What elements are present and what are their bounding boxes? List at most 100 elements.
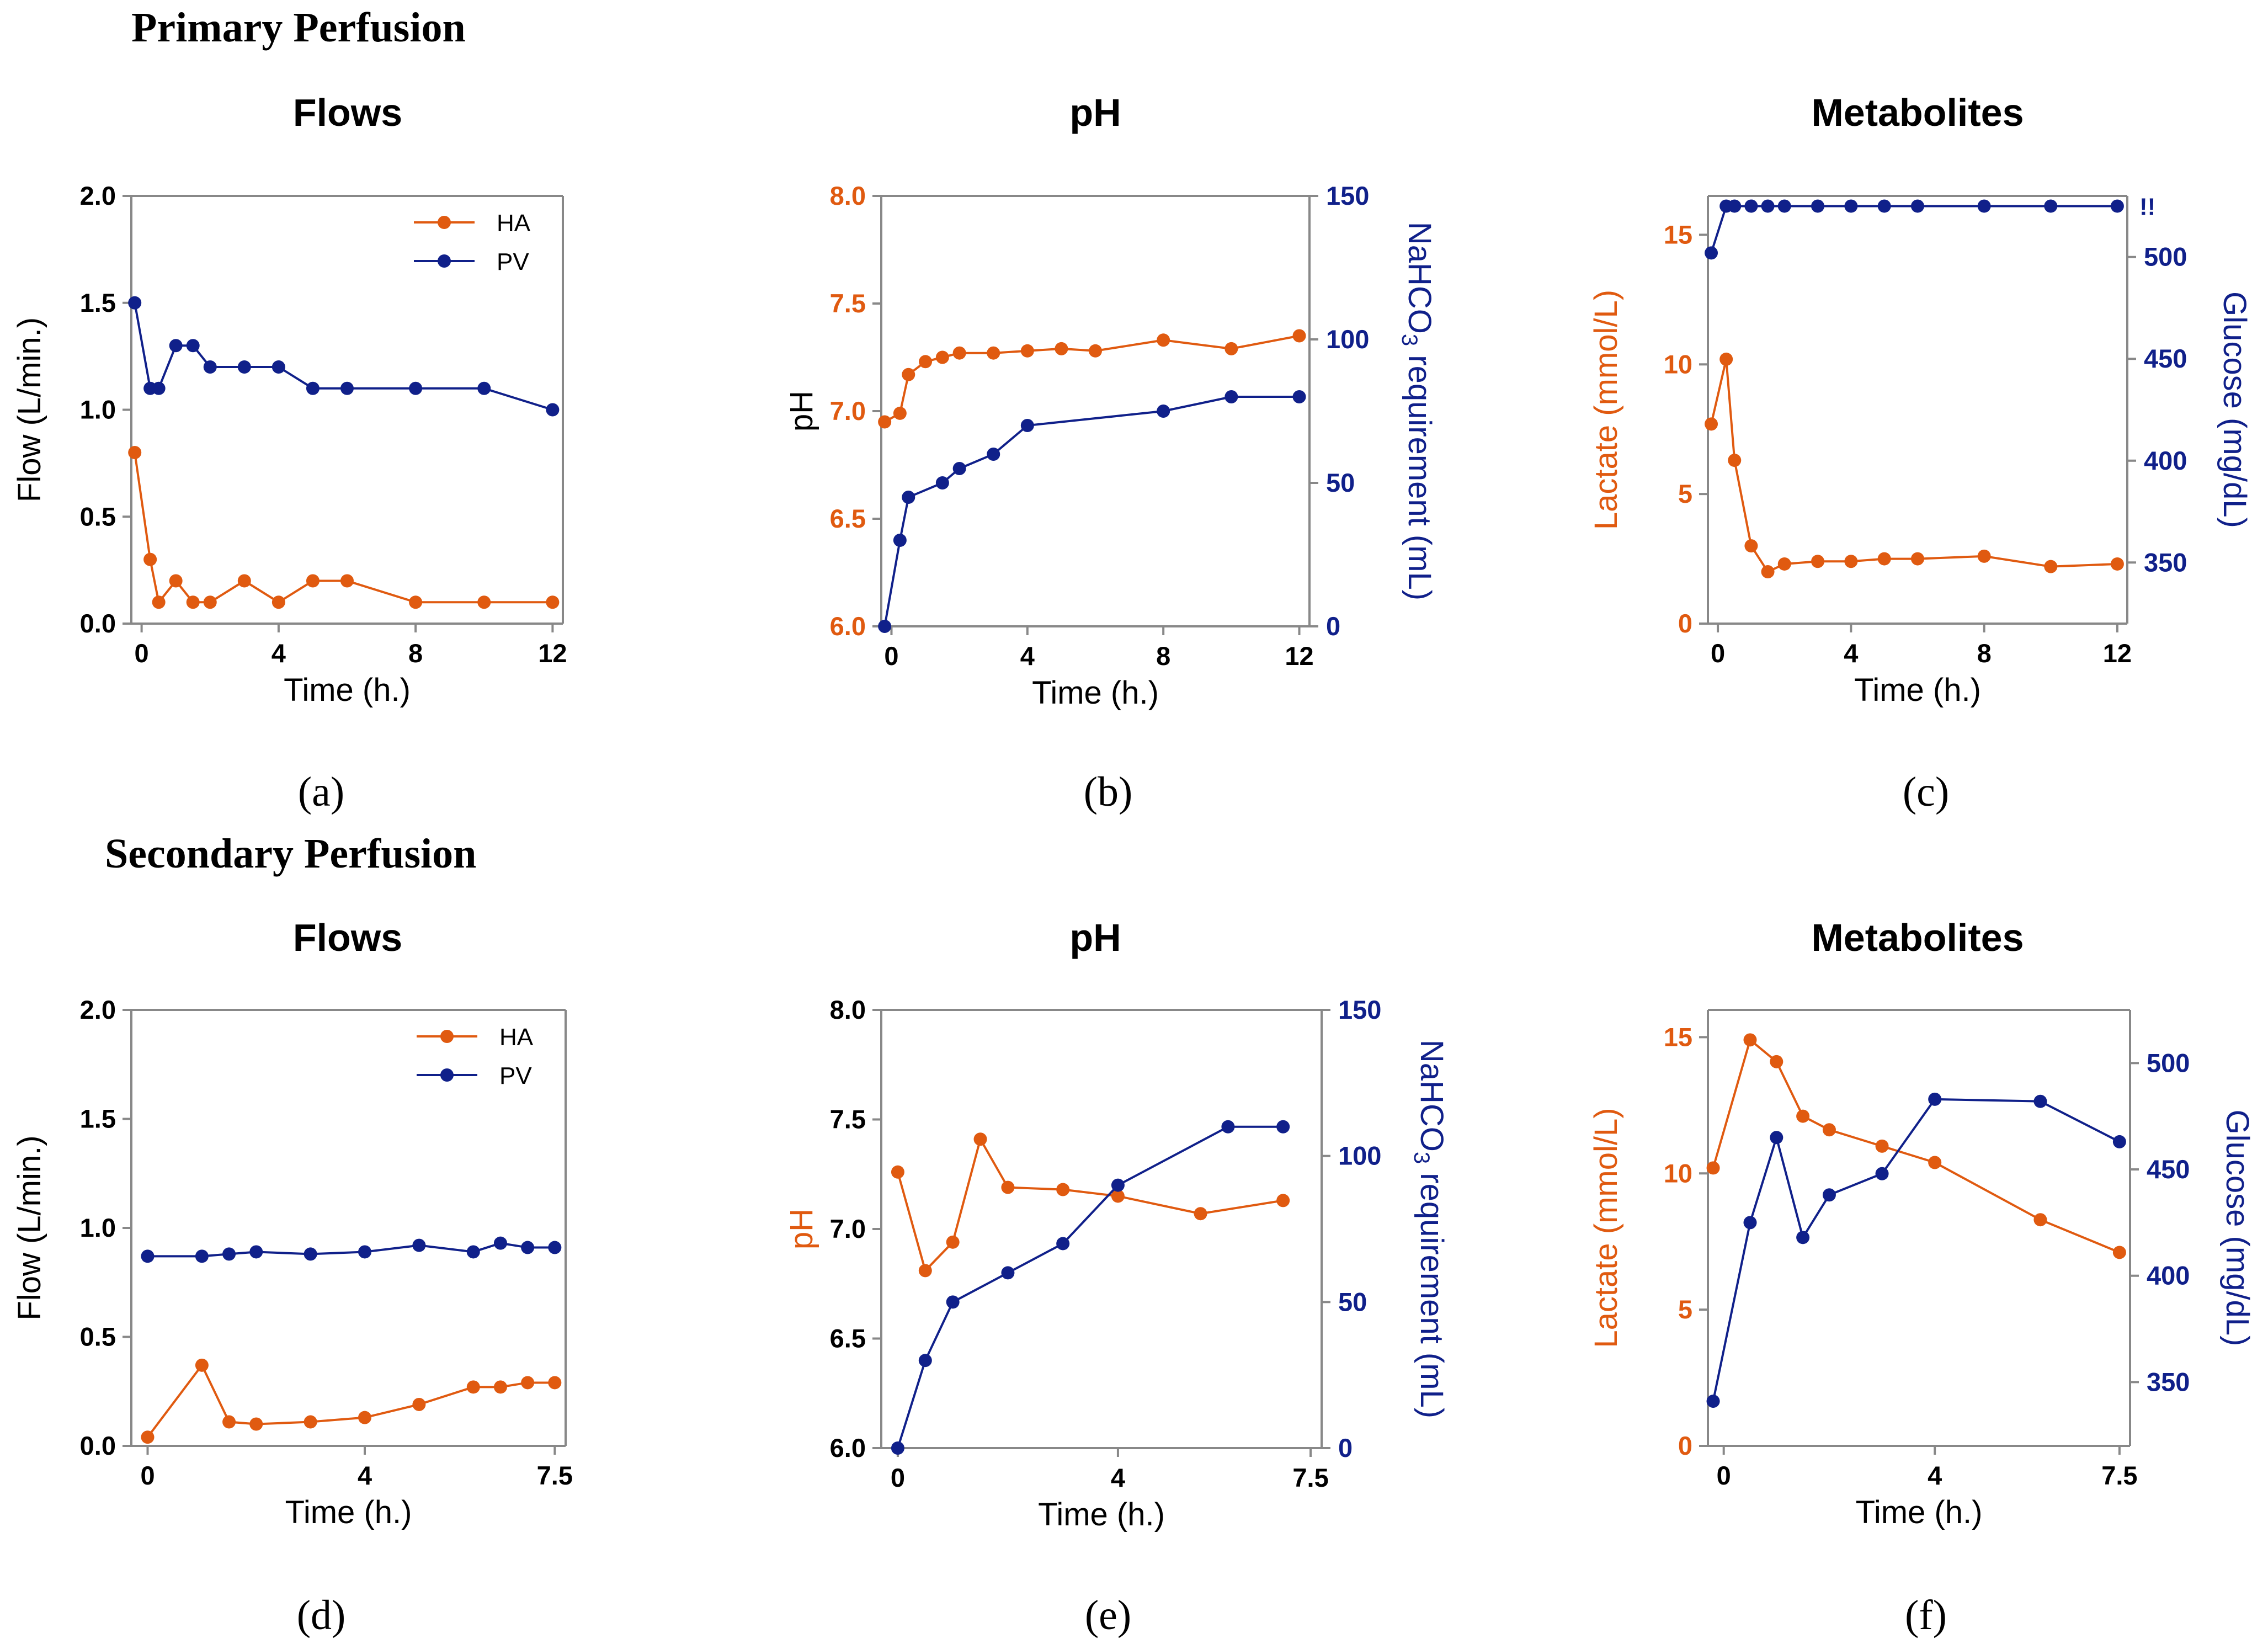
data-point-pv (186, 339, 200, 353)
data-point-ph (1111, 1189, 1125, 1203)
x-tick-label: 8 (408, 639, 423, 668)
panel-f: Metabolites (f) 0 4 7.5 0 5 10 15 350 400 450 500 Tim… (1588, 916, 2255, 1638)
data-point-glucose (1875, 1167, 1889, 1180)
x-tick-label: 4 (1844, 639, 1858, 668)
data-point-lactate (2110, 557, 2124, 571)
data-point-pv (466, 1245, 480, 1259)
data-point-lactate (1811, 555, 1825, 568)
x-axis-label: Time (h.) (1854, 672, 1981, 708)
panel-label: (e) (1085, 1592, 1131, 1638)
y-tick-label-right: 400 (2144, 446, 2187, 475)
data-point-glucose (1728, 199, 1742, 213)
data-point-ha (152, 595, 166, 609)
y-tick-label-left: 7.0 (830, 396, 866, 425)
data-point-nahco3 (1001, 1266, 1015, 1280)
data-point-ha (128, 446, 142, 459)
data-point-nahco3 (987, 448, 1000, 461)
data-point-lactate (1744, 539, 1758, 553)
data-point-lactate (1796, 1109, 1810, 1123)
y-axis-label-left: pH (784, 391, 819, 432)
data-point-ha (222, 1415, 236, 1429)
data-point-lactate (1706, 1161, 1720, 1175)
data-point-glucose (1743, 1216, 1757, 1230)
y2-label-main: NaHCO (1414, 1040, 1450, 1152)
data-point-glucose (2044, 199, 2058, 213)
data-point-ph (1020, 344, 1034, 358)
section-title-secondary: Secondary Perfusion (105, 831, 476, 877)
data-point-glucose (1977, 199, 1991, 213)
x-tick-label: 7.5 (1292, 1463, 1328, 1492)
data-point-glucose (1706, 1395, 1720, 1408)
x-axis-label: Time (h.) (285, 1494, 412, 1530)
y-tick-label-left: 0.0 (80, 609, 116, 638)
series-line-glucose (1710, 205, 2117, 253)
data-point-pv (237, 360, 251, 374)
y2-label-sub: 3 (1409, 1152, 1434, 1164)
data-point-ha (186, 595, 200, 609)
data-point-ph (893, 406, 907, 420)
y-tick-label-left: 0.5 (80, 1322, 116, 1352)
data-point-ph (952, 346, 966, 360)
x-tick-label: 0 (891, 1463, 905, 1492)
y2-label-rest: requirement (mL) (1414, 1164, 1450, 1418)
data-point-ha (548, 1376, 562, 1390)
data-point-pv (412, 1238, 426, 1252)
y-tick-label-left: 15 (1664, 1022, 1692, 1051)
panel-title: Metabolites (1811, 916, 2024, 959)
data-point-ph (902, 368, 915, 381)
data-point-ph (973, 1132, 987, 1146)
data-point-lactate (1911, 552, 1924, 566)
data-point-lactate (1705, 417, 1718, 431)
data-point-ph (1224, 342, 1238, 355)
y-tick-label-left: 6.0 (830, 1433, 866, 1462)
data-point-nahco3 (891, 1441, 904, 1455)
x-tick-label: 12 (538, 639, 567, 668)
y-tick-label-left: 5 (1678, 1295, 1692, 1324)
y-tick-label-left: 1.5 (80, 1104, 116, 1134)
x-tick-label: 0 (1711, 639, 1725, 668)
data-point-lactate (1844, 555, 1858, 568)
data-point-pv (477, 381, 491, 395)
data-point-ph (1194, 1207, 1207, 1221)
data-point-nahco3 (1020, 419, 1034, 432)
section-title-primary: Primary Perfusion (131, 4, 466, 51)
y-tick-label-right: 0 (1326, 611, 1340, 641)
data-point-glucose (1911, 199, 1924, 213)
data-point-pv (546, 403, 560, 417)
panel-label: (a) (298, 769, 344, 815)
series-line-ph (896, 1136, 1284, 1273)
y-tick-label-left: 2.0 (80, 181, 116, 210)
data-point-pv (141, 1249, 155, 1263)
data-point-ha (271, 595, 285, 609)
panel-c: Metabolites (c) 0 4 8 12 0 5 10 15 350 400 450 500 Tim… (1588, 91, 2253, 815)
data-point-lactate (1777, 557, 1791, 571)
data-point-ha (195, 1358, 209, 1372)
data-point-pv (409, 381, 423, 395)
y-tick-label-right: 150 (1326, 181, 1369, 210)
x-tick-label: 0 (140, 1461, 155, 1490)
data-point-glucose (1928, 1092, 1942, 1106)
y-tick-label-left: 0.5 (80, 502, 116, 531)
data-point-ha (546, 595, 560, 609)
data-point-ph (1089, 344, 1102, 358)
data-point-nahco3 (902, 491, 915, 504)
legend-marker (440, 1030, 454, 1043)
data-point-lactate (1728, 454, 1742, 467)
panel-d: Flows (d) 0 4 7.5 0.0 0.5 1.0 1.5 2.0 Time (h.) Flo… (12, 916, 573, 1638)
data-point-ph (946, 1235, 960, 1249)
x-tick-label: 4 (1111, 1463, 1125, 1492)
data-point-nahco3 (1224, 390, 1238, 403)
y-tick-label-right: 400 (2147, 1261, 2190, 1290)
y-tick-label-left: 15 (1664, 220, 1692, 249)
data-point-ph (1056, 1183, 1070, 1196)
y-axis-label-right: NaHCO3 requirement (mL) (1409, 1040, 1450, 1418)
x-tick-label: 8 (1977, 639, 1992, 668)
panel-label: (b) (1084, 769, 1133, 815)
y-tick-label-right: 500 (2147, 1048, 2190, 1077)
data-point-pv (548, 1241, 562, 1254)
annotation-text: !! (2139, 193, 2155, 220)
data-point-pv (493, 1236, 507, 1250)
x-axis-label: Time (h.) (1032, 675, 1159, 711)
data-point-nahco3 (893, 534, 907, 547)
y-axis-label-left: Flow (L/min.) (12, 1135, 47, 1320)
